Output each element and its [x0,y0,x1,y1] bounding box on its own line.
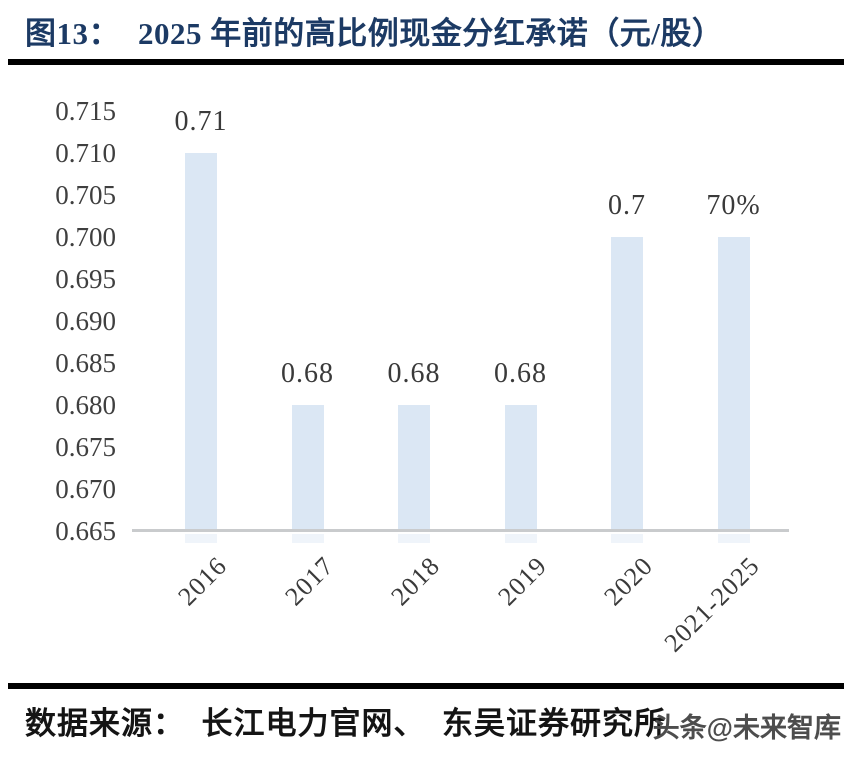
bar-2018 [398,405,430,531]
y-tick-label: 0.675 [55,432,116,462]
bottom-divider [8,683,844,689]
y-tick-label: 0.710 [55,138,116,168]
bar-2017 [291,405,324,531]
bar-base-shadow [611,534,643,543]
x-tick-label: 2021-2025 [658,551,766,658]
bar-2020 [611,237,643,531]
bar-value-label: 0.71 [174,106,228,137]
data-source-text: 数据来源： 长江电力官网、 东吴证券研究所 [25,706,666,741]
bar-chart: 0.715 0.710 0.705 0.700 0.695 0.690 0.685 0.680… [55,96,789,658]
y-tick-label: 0.705 [55,180,116,210]
x-tick-label: 2020 [598,551,659,612]
bar-base-shadow [398,534,430,543]
x-tick-label: 2017 [278,551,340,612]
y-tick-label: 0.665 [55,516,116,546]
figure-title-text: 2025 年前的高比例现金分红承诺（元/股） [138,16,724,51]
y-tick-label: 0.715 [55,96,116,126]
bar-value-label: 0.68 [387,358,441,389]
figure-number: 图13： [25,16,120,51]
y-tick-label: 0.680 [55,390,116,420]
bar-base-shadow [185,534,217,543]
bar-2016 [185,153,217,531]
y-tick-label: 0.685 [55,348,116,378]
x-tick-label: 2016 [172,551,233,612]
bar-2021-2025 [717,237,750,531]
y-tick-label: 0.690 [55,306,116,336]
x-tick-label: 2019 [491,551,553,612]
bar-base-shadow [504,534,537,543]
y-tick-label: 0.670 [55,474,116,504]
bar-value-label: 0.68 [281,358,334,389]
x-tick-label: 2018 [385,551,446,612]
y-tick-label: 0.695 [55,264,116,294]
y-tick-label: 0.700 [55,222,116,252]
watermark-text: 头条@未来智库 [652,713,841,743]
bar-value-label: 0.68 [494,358,547,389]
x-axis-line [132,529,789,532]
top-divider [8,59,844,65]
bar-base-shadow [291,534,324,543]
bar-value-label: 70% [706,190,761,221]
bar-value-label: 0.7 [608,190,646,221]
bar-2019 [504,405,537,531]
bar-base-shadow [717,534,750,543]
figure-title: 图13： 2025 年前的高比例现金分红承诺（元/股） [25,8,723,53]
